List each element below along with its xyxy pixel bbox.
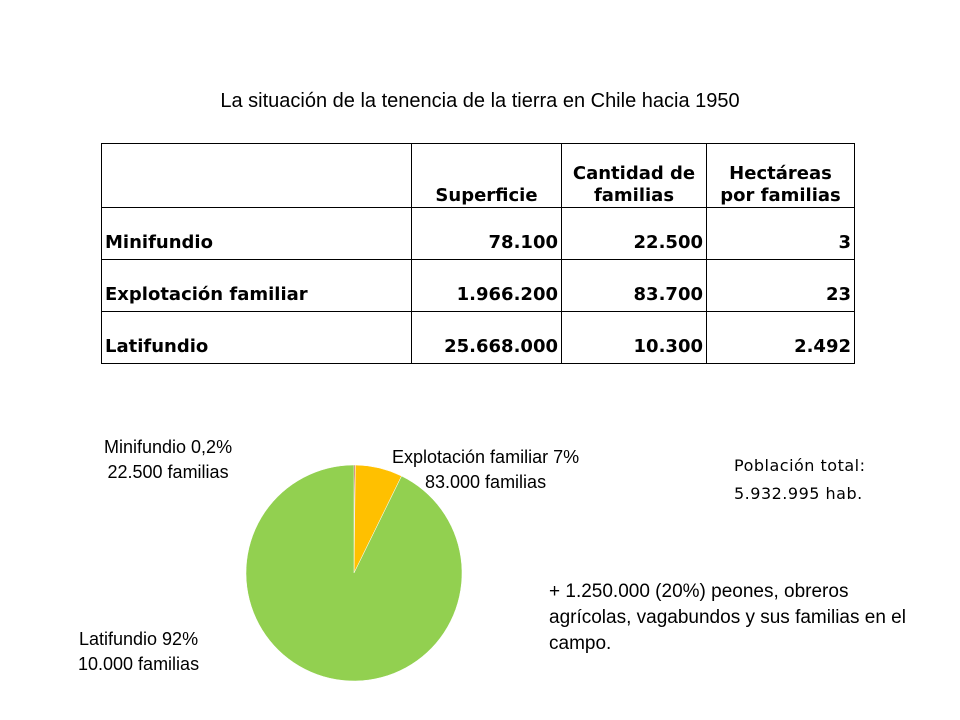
land-tenure-table: Superficie Cantidad de familias Hectárea… xyxy=(101,143,855,364)
slice-label-latifundio-line1: Latifundio 92% xyxy=(78,629,199,649)
slice-label-latifundio: Latifundio 92% 10.000 familias xyxy=(78,627,199,677)
slice-label-minifundio-line1: Minifundio 0,2% xyxy=(104,437,233,457)
table-header-superficie: Superficie xyxy=(411,143,562,208)
cell-hectareas: 23 xyxy=(706,259,855,312)
land-distribution-pie-chart xyxy=(245,464,463,682)
poblacion-line2: 5.932.995 hab. xyxy=(734,484,863,503)
page-title: La situación de la tenencia de la tierra… xyxy=(220,90,740,112)
row-label: Minifundio xyxy=(101,207,412,260)
cell-superficie: 25.668.000 xyxy=(411,311,562,364)
table-header-hectareas: Hectáreas por familias xyxy=(706,143,855,208)
table-header-familias: Cantidad de familias xyxy=(561,143,707,208)
cell-hectareas: 2.492 xyxy=(706,311,855,364)
cell-familias: 10.300 xyxy=(561,311,707,364)
header-hectareas-line1: Hectáreas xyxy=(729,163,832,184)
table-header-blank xyxy=(101,143,412,208)
cell-hectareas: 3 xyxy=(706,207,855,260)
slice-label-latifundio-line2: 10.000 familias xyxy=(78,654,200,674)
cell-familias: 83.700 xyxy=(561,259,707,312)
poblacion-total: Población total: 5.932.995 hab. xyxy=(734,452,866,508)
header-familias-line2: familias xyxy=(593,185,675,206)
table-header-row: Superficie Cantidad de familias Hectárea… xyxy=(101,143,855,208)
header-familias-line1: Cantidad de xyxy=(572,163,696,184)
table-row: Latifundio 25.668.000 10.300 2.492 xyxy=(101,311,855,364)
slice-label-explotacion-line2: 83.000 familias xyxy=(425,472,547,492)
slice-label-minifundio: Minifundio 0,2% 22.500 familias xyxy=(104,435,232,485)
slice-label-minifundio-line2: 22.500 familias xyxy=(107,462,229,482)
slice-label-explotacion: Explotación familiar 7% 83.000 familias xyxy=(392,445,579,495)
table-row: Minifundio 78.100 22.500 3 xyxy=(101,207,855,260)
row-label: Latifundio xyxy=(101,311,412,364)
poblacion-line1: Población total: xyxy=(734,456,866,475)
header-hectareas-line2: por familias xyxy=(720,185,841,206)
cell-familias: 22.500 xyxy=(561,207,707,260)
peones-note: + 1.250.000 (20%) peones, obreros agríco… xyxy=(549,581,906,654)
slice-label-explotacion-line1: Explotación familiar 7% xyxy=(392,447,580,467)
cell-superficie: 78.100 xyxy=(411,207,562,260)
table-row: Explotación familiar 1.966.200 83.700 23 xyxy=(101,259,855,312)
pie-slice-latifundio xyxy=(245,464,463,682)
row-label: Explotación familiar xyxy=(101,259,412,312)
cell-superficie: 1.966.200 xyxy=(411,259,562,312)
